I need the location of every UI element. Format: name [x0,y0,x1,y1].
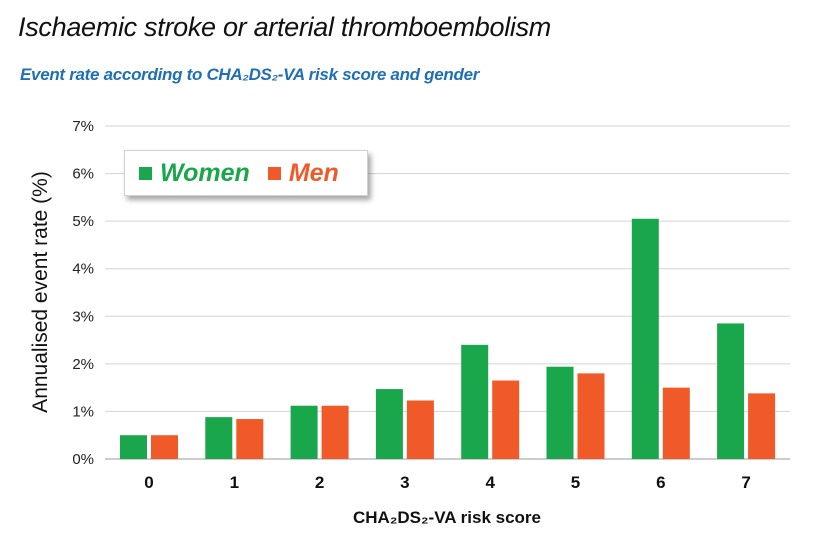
legend-label-men: Men [288,158,339,187]
x-tick-label: 2 [315,473,324,492]
x-tick-label: 6 [656,473,665,492]
legend-swatch-women [139,166,152,180]
legend-swatch-men [267,166,281,180]
x-tick-label: 1 [230,473,239,492]
x-tick-label: 4 [485,473,495,492]
bar-men-3 [406,400,434,459]
bar-women-5 [546,366,574,459]
x-tick-label: 5 [571,473,580,492]
x-axis-label: CHA₂DS₂-VA risk score [353,508,541,527]
chart-subtitle: Event rate according to CHA₂DS₂-VA risk … [20,65,480,84]
bar-men-2 [321,405,349,459]
y-tick-label: 3% [72,308,94,325]
y-tick-label: 2% [72,356,94,373]
bar-men-7 [748,393,776,459]
bar-men-4 [492,380,520,459]
bar-men-0 [151,435,178,459]
y-tick-label: 0% [72,451,94,468]
legend-item-women: Women [139,159,250,188]
y-tick-label: 4% [72,261,94,278]
bars [120,218,776,459]
x-axis-categories: 0 1 2 3 4 5 6 7 [144,473,751,492]
legend: Women Men [124,150,368,196]
y-axis-ticks: 0% 1% 2% 3% 4% 5% 6% 7% [72,118,94,468]
bar-men-6 [662,387,690,459]
x-tick-label: 0 [144,473,153,492]
legend-item-men: Men [267,158,339,188]
chart-title: Ischaemic stroke or arterial thromboembo… [18,12,551,42]
y-tick-label: 7% [72,118,94,135]
y-axis-label: Annualised event rate (%) [29,171,52,413]
bar-women-2 [290,405,318,459]
bar-women-7 [717,323,745,459]
bar-women-4 [461,344,489,459]
y-tick-label: 1% [72,403,94,420]
bar-women-3 [375,389,403,459]
bar-men-5 [577,373,605,459]
bar-women-1 [205,417,233,459]
bar-women-6 [631,218,659,459]
y-tick-label: 6% [72,166,94,183]
y-tick-label: 5% [72,213,94,230]
bar-men-1 [236,419,264,459]
bar-women-0 [120,435,147,459]
x-tick-label: 7 [741,473,750,492]
x-tick-label: 3 [400,473,409,492]
legend-label-women: Women [160,158,250,187]
